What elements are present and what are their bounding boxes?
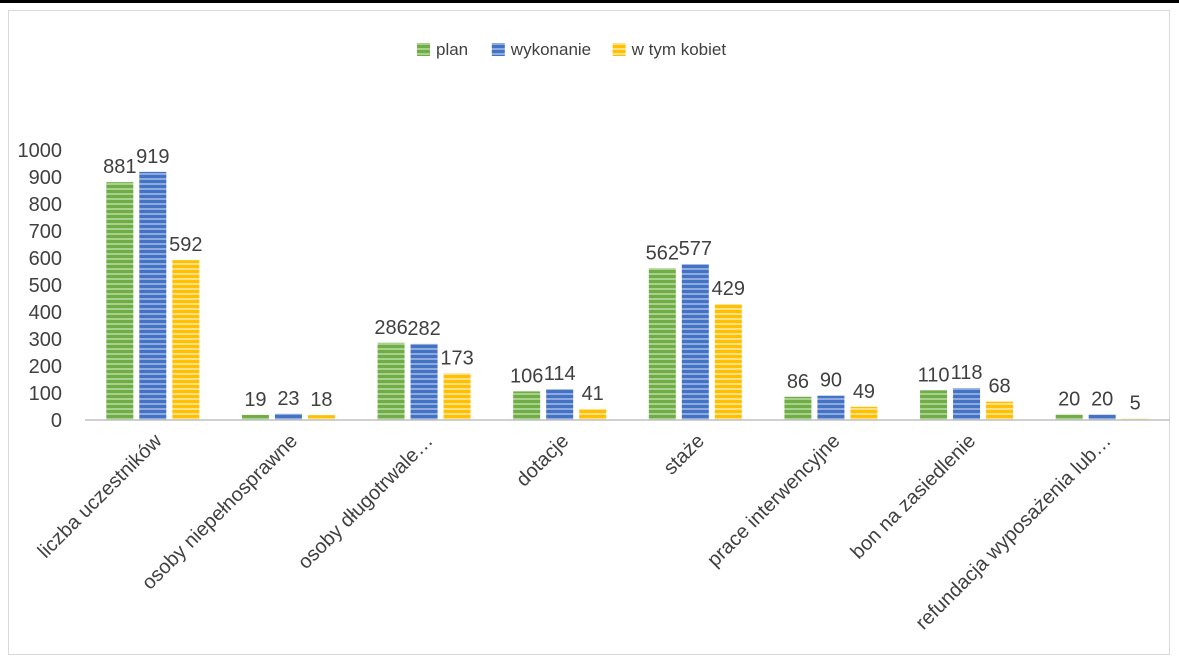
bar-plan — [377, 342, 405, 420]
bar-wykonanie — [1088, 414, 1116, 420]
x-category-label: osoby długotrwale… — [294, 430, 438, 574]
legend-label: plan — [436, 40, 468, 59]
data-label-wykonanie: 919 — [136, 146, 169, 168]
data-label-wykonanie: 577 — [679, 238, 712, 260]
chart-frame — [8, 10, 1170, 655]
data-label-w-tym-kobiet: 173 — [440, 347, 473, 369]
bar-w-tym-kobiet — [307, 415, 335, 420]
legend-swatch — [491, 43, 505, 56]
bar-w-tym-kobiet — [443, 373, 471, 420]
y-tick-label: 0 — [51, 410, 62, 432]
bar-plan — [241, 414, 269, 420]
bar-w-tym-kobiet — [714, 304, 742, 420]
bar-w-tym-kobiet — [850, 406, 878, 420]
y-tick-label: 600 — [29, 248, 62, 270]
y-tick-label: 700 — [29, 221, 62, 243]
legend: plan wykonanie w tym kobiet — [417, 40, 726, 59]
bar-plan — [513, 391, 541, 420]
bar-wykonanie — [681, 264, 709, 420]
y-tick-label: 200 — [29, 356, 62, 378]
legend-item-wykonanie: wykonanie — [491, 40, 591, 59]
x-category-label: bon na zasiedlenie — [847, 430, 980, 563]
data-label-wykonanie: 118 — [951, 362, 983, 384]
top-border — [0, 0, 1179, 3]
y-tick-label: 1000 — [18, 140, 63, 162]
legend-item-w-tym-kobiet: w tym kobiet — [612, 40, 727, 59]
y-tick-label: 900 — [29, 167, 62, 189]
data-label-plan: 562 — [646, 242, 679, 264]
data-label-plan: 19 — [244, 389, 266, 411]
data-label-w-tym-kobiet: 429 — [712, 278, 745, 300]
data-label-wykonanie: 282 — [407, 318, 440, 340]
legend-label: wykonanie — [510, 40, 591, 59]
bar-w-tym-kobiet — [172, 260, 200, 420]
bar-wykonanie — [546, 389, 574, 420]
data-label-plan: 106 — [510, 365, 543, 387]
legend-swatch — [612, 43, 626, 56]
bar-plan — [106, 182, 134, 420]
data-label-plan: 20 — [1058, 389, 1080, 411]
data-label-w-tym-kobiet: 41 — [582, 383, 604, 405]
bar-wykonanie — [953, 388, 981, 420]
data-label-plan: 286 — [374, 317, 407, 339]
bar-wykonanie — [274, 413, 302, 420]
legend-label: w tym kobiet — [631, 40, 727, 59]
legend-swatch — [417, 43, 430, 56]
bar-w-tym-kobiet — [579, 408, 607, 420]
bar-plan — [920, 390, 948, 420]
bar-plan — [784, 396, 812, 420]
data-label-w-tym-kobiet: 592 — [169, 234, 202, 256]
x-category-label: staże — [659, 430, 708, 479]
bar-wykonanie — [817, 395, 845, 420]
y-tick-label: 400 — [29, 302, 62, 324]
y-tick-label: 100 — [29, 383, 62, 405]
bars — [106, 171, 1149, 420]
x-category-label: prace interwencyjne — [703, 430, 844, 571]
data-label-w-tym-kobiet: 49 — [853, 381, 875, 403]
data-label-wykonanie: 114 — [544, 363, 576, 385]
bar-plan — [648, 268, 676, 420]
y-tick-label: 800 — [29, 194, 62, 216]
data-label-w-tym-kobiet: 68 — [988, 376, 1010, 398]
data-label-plan: 881 — [103, 156, 136, 178]
data-label-wykonanie: 20 — [1091, 389, 1113, 411]
data-label-wykonanie: 90 — [820, 370, 842, 392]
data-label-plan: 86 — [787, 371, 809, 393]
y-tick-label: 300 — [29, 329, 62, 351]
bar-w-tym-kobiet — [986, 401, 1014, 420]
x-category-label: liczba uczestników — [34, 430, 167, 563]
data-label-plan: 110 — [918, 364, 950, 386]
data-label-wykonanie: 23 — [277, 388, 299, 410]
x-category-label: osoby niepełnosprawne — [138, 430, 302, 594]
y-tick-label: 500 — [29, 275, 62, 297]
data-label-w-tym-kobiet: 18 — [310, 389, 332, 411]
bar-wykonanie — [139, 171, 167, 420]
x-category-label: dotacje — [512, 430, 573, 491]
bar-wykonanie — [410, 343, 438, 420]
bar-plan — [1055, 414, 1083, 420]
y-axis: 0 100 200 300 400 500 600 700 800 900 1000 — [18, 140, 63, 432]
data-label-w-tym-kobiet: 5 — [1130, 393, 1141, 415]
legend-item-plan: plan — [417, 40, 468, 59]
